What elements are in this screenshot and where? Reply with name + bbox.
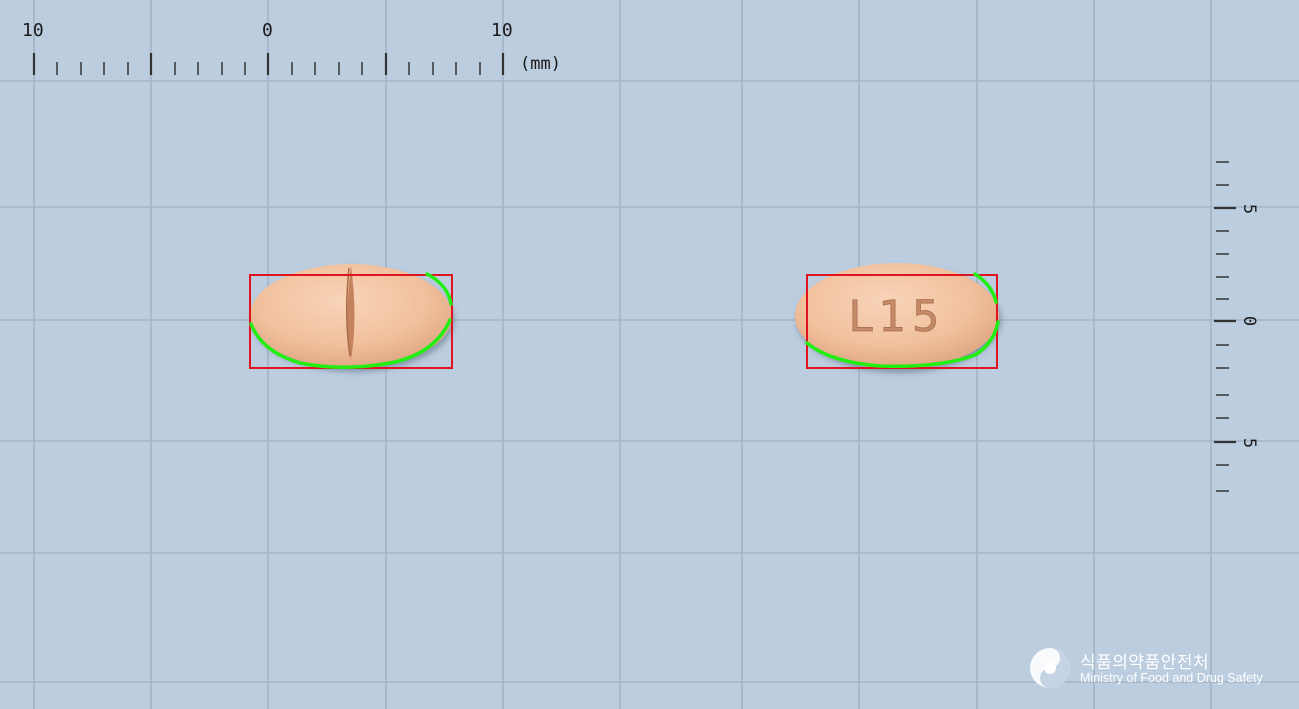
top-ruler-label: 0 — [262, 20, 273, 41]
pill-imprint: L15 — [849, 292, 946, 342]
top-ruler-label: 10 — [491, 20, 513, 41]
pill-back: L15 — [795, 263, 999, 369]
top-ruler-label: 10 — [22, 20, 44, 41]
pill-front — [250, 264, 452, 368]
logo-english-text: Ministry of Food and Drug Safety — [1080, 671, 1263, 685]
side-ruler-ticks — [1214, 161, 1236, 492]
side-ruler-label: 5 — [1239, 203, 1260, 215]
score-line — [347, 266, 355, 360]
logo-korean-text: 식품의약품안전처 — [1080, 653, 1210, 673]
side-ruler-label: 0 — [1239, 315, 1260, 327]
top-ruler-ticks — [32, 53, 505, 75]
ruler-unit-label: (mm) — [520, 54, 561, 74]
contour-front — [249, 272, 453, 369]
contour-back — [805, 272, 1000, 368]
mfds-logo — [1030, 648, 1070, 688]
side-ruler-label: 5 — [1239, 437, 1260, 449]
